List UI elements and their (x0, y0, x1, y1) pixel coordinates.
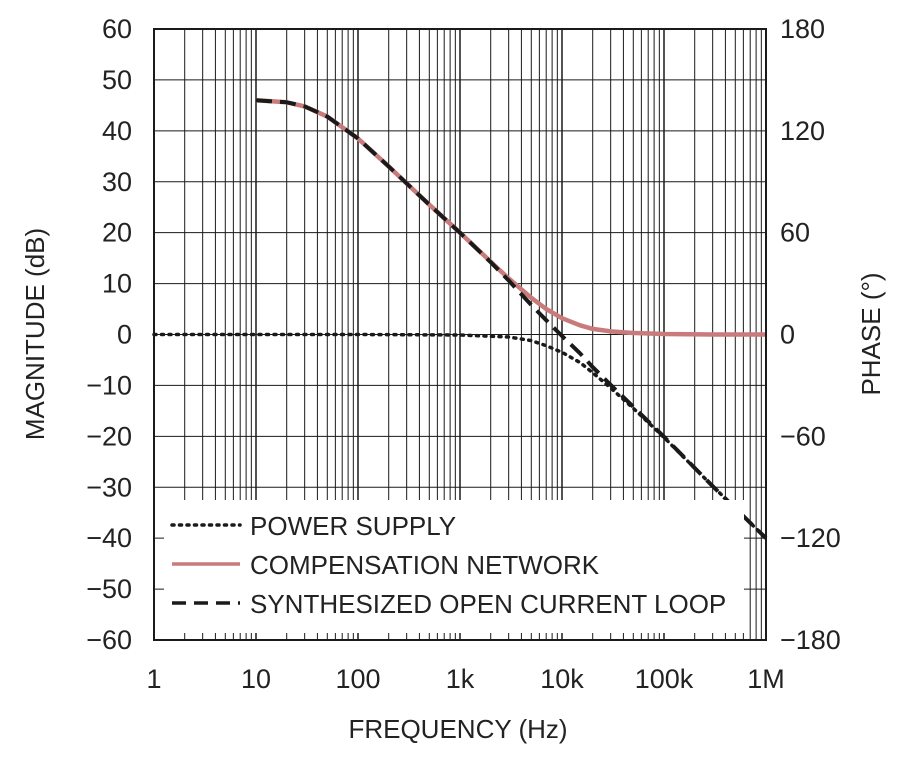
y-tick-label-right: −180 (780, 625, 841, 655)
y-tick-label-right: 180 (780, 14, 825, 44)
y-tick-label-right: 120 (780, 116, 825, 146)
y-axis-label-left: MAGNITUDE (dB) (20, 228, 50, 440)
x-tick-label: 10k (540, 664, 584, 694)
series-line-compensation-network (255, 98, 766, 337)
x-tick-label: 1M (747, 664, 785, 694)
legend-background (164, 500, 744, 633)
y-tick-label-left: 0 (117, 320, 132, 350)
x-tick-label: 100k (635, 664, 694, 694)
x-tick-label: 1k (446, 664, 475, 694)
data-series (152, 98, 768, 540)
x-tick-label: 100 (335, 664, 380, 694)
y-tick-label-left: −60 (86, 625, 132, 655)
x-tick-label: 1 (146, 664, 161, 694)
legend-label-power-supply: POWER SUPPLY (250, 511, 456, 541)
y-tick-label-left: 20 (102, 218, 132, 248)
y-tick-label-right: 60 (780, 218, 810, 248)
plot-frame (153, 28, 767, 641)
y-tick-label-left: −50 (86, 574, 132, 604)
legend: POWER SUPPLY COMPENSATION NETWORK SYNTHE… (164, 500, 744, 633)
y-tick-label-left: 30 (102, 167, 132, 197)
y-tick-label-right: 0 (780, 320, 795, 350)
y-axis-label-right: PHASE (°) (856, 272, 886, 395)
y-tick-label-left: −20 (86, 421, 132, 451)
y-tick-label-right: −120 (780, 523, 841, 553)
series-line-synthesized-open-current-loop (255, 98, 768, 540)
legend-label-compensation-network: COMPENSATION NETWORK (250, 550, 600, 580)
y-tick-label-left: 40 (102, 116, 132, 146)
legend-label-synthesized-open-current-loop: SYNTHESIZED OPEN CURRENT LOOP (250, 589, 726, 619)
y-tick-label-left: 10 (102, 269, 132, 299)
y-tick-label-right: −60 (780, 421, 826, 451)
y-tick-label-left: −30 (86, 472, 132, 502)
y-tick-label-left: −10 (86, 370, 132, 400)
y-tick-label-left: −40 (86, 523, 132, 553)
x-tick-label: 10 (241, 664, 271, 694)
x-axis-label: FREQUENCY (Hz) (348, 714, 567, 744)
y-tick-label-left: 60 (102, 14, 132, 44)
tick-labels: 1 10 100 1k 10k 100k 1M6050403020100−10−20−30−… (86, 14, 841, 694)
y-tick-label-left: 50 (102, 65, 132, 95)
